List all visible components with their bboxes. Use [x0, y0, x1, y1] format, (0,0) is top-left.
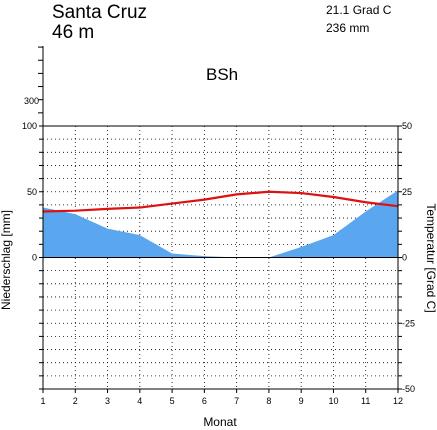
tick-label-x: 1 [40, 396, 45, 406]
tick-label-x: 5 [170, 396, 175, 406]
tick-label-x: 8 [266, 396, 271, 406]
tick-label-right: 25 [402, 187, 412, 197]
tick-label-x: 11 [361, 396, 370, 406]
y-right-axis-label: Temperatur [Grad C] [424, 203, 437, 312]
temperature-line [42, 190, 399, 213]
tick-label-x: 9 [299, 396, 304, 406]
y-left-axis-label: Niederschlag [mm] [0, 210, 13, 310]
tick-label-x: 3 [105, 396, 110, 406]
x-axis-label: Monat [203, 415, 237, 429]
tick-label-right: 0 [402, 253, 407, 263]
annual-temperature: 21.1 Grad C [326, 3, 392, 17]
tick-label-x: 6 [202, 396, 207, 406]
station-name: Santa Cruz [52, 2, 147, 23]
tick-label-right: -25 [402, 318, 415, 328]
tick-label-x: 12 [393, 396, 403, 406]
tick-label-left: 0 [32, 253, 37, 263]
precipitation-area [43, 190, 398, 258]
tick-label-left: 100 [22, 121, 37, 131]
tick-label-x: 2 [73, 396, 78, 406]
tick-label-x: 7 [234, 396, 239, 406]
tick-label-x: 10 [328, 396, 338, 406]
station-elevation: 46 m [52, 22, 94, 43]
climate-class: BSh [206, 65, 238, 84]
tick-label-right: 50 [402, 121, 412, 131]
annual-precipitation: 236 mm [326, 21, 369, 35]
tick-label-right: -50 [402, 384, 415, 394]
tick-label-left: 50 [27, 187, 37, 197]
tick-label-x: 4 [137, 396, 142, 406]
tick-label-extended: 300 [24, 96, 39, 106]
